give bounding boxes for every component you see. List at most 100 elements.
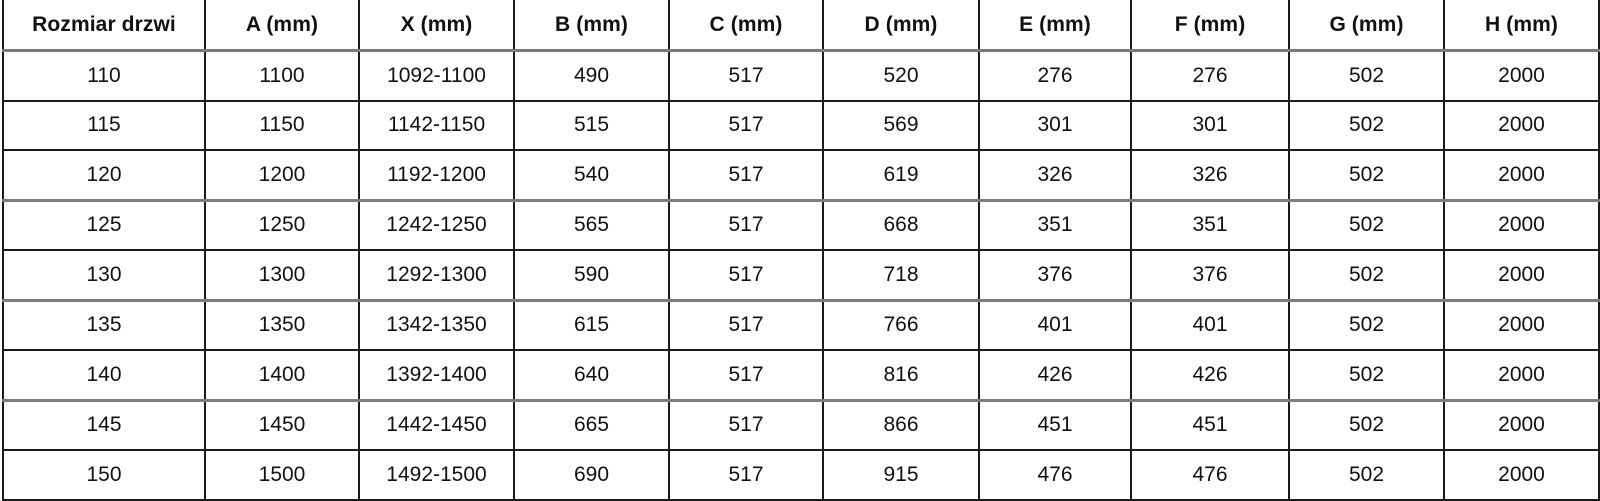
table-row: 135 1350 1342-1350 615 517 766 401 401 502 2000 <box>2 299 1600 351</box>
table-cell: 1292-1300 <box>358 249 515 302</box>
cell-door-size: 120 <box>2 149 206 202</box>
table-cell: 520 <box>822 49 980 102</box>
table-cell: 2000 <box>1443 49 1600 102</box>
table-cell: 665 <box>513 399 670 451</box>
table-cell: 1250 <box>204 199 360 251</box>
table-cell: 517 <box>668 99 824 151</box>
table-cell: 640 <box>513 349 670 402</box>
table-cell: 816 <box>822 349 980 402</box>
table-row: 140 1400 1392-1400 640 517 816 426 426 502 2000 <box>2 349 1600 402</box>
column-header-e: E (mm) <box>978 0 1132 52</box>
column-header-h: H (mm) <box>1443 0 1600 52</box>
table-cell: 2000 <box>1443 449 1600 501</box>
table-header: Rozmiar drzwi A (mm) X (mm) B (mm) C (mm… <box>2 0 1600 52</box>
column-header-f: F (mm) <box>1130 0 1290 52</box>
table-cell: 376 <box>1130 249 1290 302</box>
table-cell: 569 <box>822 99 980 151</box>
table-cell: 1092-1100 <box>358 49 515 102</box>
table-row: 110 1100 1092-1100 490 517 520 276 276 502 2000 <box>2 49 1600 102</box>
table-cell: 619 <box>822 149 980 202</box>
table-cell: 515 <box>513 99 670 151</box>
table-row: 145 1450 1442-1450 665 517 866 451 451 502 2000 <box>2 399 1600 451</box>
table-cell: 502 <box>1288 449 1445 501</box>
table-cell: 517 <box>668 449 824 501</box>
table-cell: 2000 <box>1443 149 1600 202</box>
table-cell: 517 <box>668 299 824 351</box>
table-cell: 502 <box>1288 299 1445 351</box>
table-cell: 2000 <box>1443 199 1600 251</box>
table-cell: 615 <box>513 299 670 351</box>
table-cell: 1100 <box>204 49 360 102</box>
table-cell: 326 <box>978 149 1132 202</box>
column-header-c: C (mm) <box>668 0 824 52</box>
table-cell: 565 <box>513 199 670 251</box>
table-cell: 866 <box>822 399 980 451</box>
table-row: 120 1200 1192-1200 540 517 619 326 326 502 2000 <box>2 149 1600 202</box>
table-cell: 1242-1250 <box>358 199 515 251</box>
table-cell: 351 <box>978 199 1132 251</box>
table-cell: 540 <box>513 149 670 202</box>
table-cell: 2000 <box>1443 299 1600 351</box>
table-cell: 2000 <box>1443 99 1600 151</box>
table-cell: 451 <box>1130 399 1290 451</box>
table-cell: 1200 <box>204 149 360 202</box>
column-header-g: G (mm) <box>1288 0 1445 52</box>
table-cell: 1500 <box>204 449 360 501</box>
table-cell: 517 <box>668 149 824 202</box>
table-body: 110 1100 1092-1100 490 517 520 276 276 502 2000 11… <box>2 49 1600 501</box>
table-cell: 2000 <box>1443 249 1600 302</box>
table-cell: 517 <box>668 349 824 402</box>
table-cell: 1392-1400 <box>358 349 515 402</box>
table-cell: 1450 <box>204 399 360 451</box>
table-cell: 517 <box>668 199 824 251</box>
table-cell: 517 <box>668 49 824 102</box>
column-header-b: B (mm) <box>513 0 670 52</box>
header-row: Rozmiar drzwi A (mm) X (mm) B (mm) C (mm… <box>2 0 1600 52</box>
cell-door-size: 145 <box>2 399 206 451</box>
table-cell: 1442-1450 <box>358 399 515 451</box>
cell-door-size: 135 <box>2 299 206 351</box>
column-header-rozmiar-drzwi: Rozmiar drzwi <box>2 0 206 52</box>
table-cell: 1342-1350 <box>358 299 515 351</box>
column-header-x: X (mm) <box>358 0 515 52</box>
table-cell: 502 <box>1288 99 1445 151</box>
table-row: 150 1500 1492-1500 690 517 915 476 476 502 2000 <box>2 449 1600 501</box>
table-cell: 1192-1200 <box>358 149 515 202</box>
table-cell: 401 <box>978 299 1132 351</box>
table-cell: 517 <box>668 399 824 451</box>
table-row: 125 1250 1242-1250 565 517 668 351 351 502 2000 <box>2 199 1600 251</box>
table-cell: 502 <box>1288 249 1445 302</box>
table-cell: 301 <box>1130 99 1290 151</box>
table-cell: 1492-1500 <box>358 449 515 501</box>
table-row: 130 1300 1292-1300 590 517 718 376 376 502 2000 <box>2 249 1600 302</box>
table-cell: 766 <box>822 299 980 351</box>
table-cell: 476 <box>1130 449 1290 501</box>
column-header-d: D (mm) <box>822 0 980 52</box>
cell-door-size: 150 <box>2 449 206 501</box>
table-cell: 690 <box>513 449 670 501</box>
table-cell: 276 <box>978 49 1132 102</box>
table-cell: 301 <box>978 99 1132 151</box>
table-cell: 502 <box>1288 349 1445 402</box>
column-header-a: A (mm) <box>204 0 360 52</box>
table-cell: 376 <box>978 249 1132 302</box>
table-cell: 2000 <box>1443 349 1600 402</box>
table-cell: 401 <box>1130 299 1290 351</box>
cell-door-size: 110 <box>2 49 206 102</box>
table-cell: 1150 <box>204 99 360 151</box>
table-row: 115 1150 1142-1150 515 517 569 301 301 502 2000 <box>2 99 1600 151</box>
table-cell: 1300 <box>204 249 360 302</box>
table-cell: 915 <box>822 449 980 501</box>
table-cell: 1350 <box>204 299 360 351</box>
table-cell: 502 <box>1288 49 1445 102</box>
table-cell: 326 <box>1130 149 1290 202</box>
cell-door-size: 130 <box>2 249 206 302</box>
table-cell: 2000 <box>1443 399 1600 451</box>
table-cell: 590 <box>513 249 670 302</box>
cell-door-size: 115 <box>2 99 206 151</box>
table-cell: 668 <box>822 199 980 251</box>
table-cell: 476 <box>978 449 1132 501</box>
table-cell: 1142-1150 <box>358 99 515 151</box>
table-cell: 426 <box>1130 349 1290 402</box>
